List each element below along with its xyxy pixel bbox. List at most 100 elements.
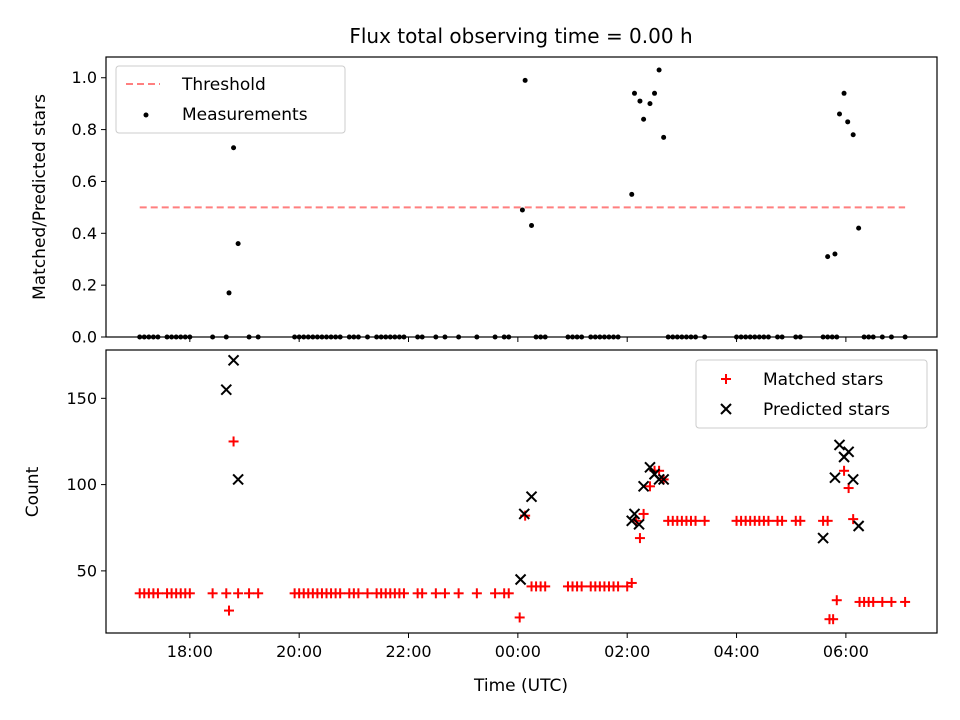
x-tick-label: 04:00 — [713, 642, 759, 661]
matched-star-point — [886, 596, 897, 607]
matched-star-point — [822, 515, 833, 526]
matched-star-point — [540, 581, 551, 592]
predicted-star-point — [653, 473, 665, 486]
bottom-legend-box — [695, 359, 928, 429]
predicted-star-point — [633, 518, 645, 530]
matched-star-point — [503, 588, 514, 599]
legend-threshold-label: Threshold — [181, 75, 266, 95]
matched-star-point — [207, 588, 218, 599]
legend-matched-label: Matched stars — [763, 370, 883, 390]
matched-star-point — [490, 588, 501, 599]
measurement-point — [856, 225, 862, 231]
measurement-point — [832, 251, 838, 257]
top-plot-area — [137, 67, 908, 340]
series-measurements — [137, 67, 908, 340]
matched-star-point — [417, 588, 428, 599]
x-tick-label: 06:00 — [823, 642, 869, 661]
matched-star-point — [644, 481, 655, 492]
y-tick-label: 0.0 — [72, 328, 97, 347]
matched-star-point — [335, 588, 346, 599]
x-axis-label: Time (UTC) — [473, 676, 568, 696]
bottom-panel: Count Matched stars Predicted stars 50 10… — [23, 349, 938, 661]
y-tick-label: 1.0 — [72, 68, 97, 87]
matched-star-point — [839, 465, 850, 476]
measurement-point — [231, 145, 237, 151]
matched-star-point — [613, 581, 624, 592]
x-tick-label: 02:00 — [604, 642, 650, 661]
predicted-star-point — [829, 471, 841, 484]
top-legend-box — [115, 65, 346, 134]
legend-predicted-swatch — [720, 403, 732, 415]
measurement-point — [226, 290, 232, 296]
matched-star-point — [626, 577, 637, 588]
matched-star-point — [253, 588, 264, 599]
top-legend: Threshold Measurements — [115, 65, 346, 134]
predicted-star-point — [852, 520, 865, 532]
legend-measurements-swatch — [143, 112, 149, 118]
matched-star-point — [184, 588, 195, 599]
measurement-point — [519, 207, 525, 213]
measurement-point — [647, 101, 653, 107]
measurement-point — [522, 77, 528, 83]
matched-star-point — [514, 612, 525, 623]
measurement-point — [629, 191, 635, 197]
x-tick-label: 18:00 — [167, 642, 213, 661]
measurement-point — [652, 90, 658, 96]
chart-title: Flux total observing time = 0.00 h — [349, 24, 692, 48]
predicted-star-point — [626, 515, 638, 527]
matched-star-point — [868, 596, 879, 607]
predicted-star-point — [637, 480, 650, 493]
x-tick-label: 00:00 — [495, 642, 541, 661]
predicted-star-point — [525, 490, 538, 503]
matched-star-point — [233, 588, 244, 599]
series-matched-stars — [134, 436, 911, 625]
measurement-point — [235, 241, 241, 247]
y-tick-label: 0.6 — [72, 172, 97, 191]
legend-measurements-label: Measurements — [182, 105, 308, 125]
matched-star-point — [877, 596, 888, 607]
matched-star-point — [224, 605, 235, 616]
predicted-star-point — [518, 508, 530, 520]
measurement-point — [841, 90, 847, 96]
y-tick-label: 0.4 — [72, 224, 97, 243]
measurement-point — [637, 98, 643, 104]
predicted-star-point — [817, 532, 829, 544]
measurement-point — [845, 119, 851, 125]
matched-star-point — [244, 588, 255, 599]
y-tick-label: 0.8 — [72, 120, 97, 139]
measurement-point — [837, 111, 843, 117]
measurement-point — [641, 116, 647, 122]
matched-star-point — [777, 515, 788, 526]
top-panel: Matched/Predicted stars Threshold Measur… — [30, 56, 938, 347]
predicted-star-point — [232, 473, 244, 486]
matched-star-point — [430, 588, 441, 599]
matched-star-point — [795, 515, 806, 526]
bottom-legend: Matched stars Predicted stars — [695, 359, 928, 429]
predicted-star-point — [833, 439, 846, 451]
measurement-point — [850, 132, 856, 138]
matched-star-point — [362, 588, 373, 599]
measurement-point — [656, 67, 662, 73]
matched-star-point — [471, 588, 482, 599]
y-tick-label: 150 — [66, 389, 97, 408]
matched-star-point — [900, 596, 911, 607]
y-tick-label: 0.2 — [72, 276, 97, 295]
matched-star-point — [763, 515, 774, 526]
predicted-star-point — [644, 461, 656, 474]
y-tick-label: 50 — [77, 561, 97, 580]
predicted-star-point — [628, 508, 641, 520]
measurement-point — [661, 134, 667, 140]
legend-matched-swatch — [721, 374, 731, 384]
predicted-star-point — [657, 473, 670, 486]
y-tick-label: 100 — [66, 475, 97, 494]
matched-star-point — [453, 588, 464, 599]
matched-star-point — [221, 588, 232, 599]
measurement-point — [825, 254, 831, 260]
top-y-axis-label: Matched/Predicted stars — [30, 94, 50, 300]
matched-star-point — [831, 595, 842, 606]
predicted-star-point — [514, 573, 527, 586]
measurement-point — [529, 223, 535, 229]
top-axes-frame — [105, 56, 938, 338]
predicted-star-point — [227, 354, 240, 367]
